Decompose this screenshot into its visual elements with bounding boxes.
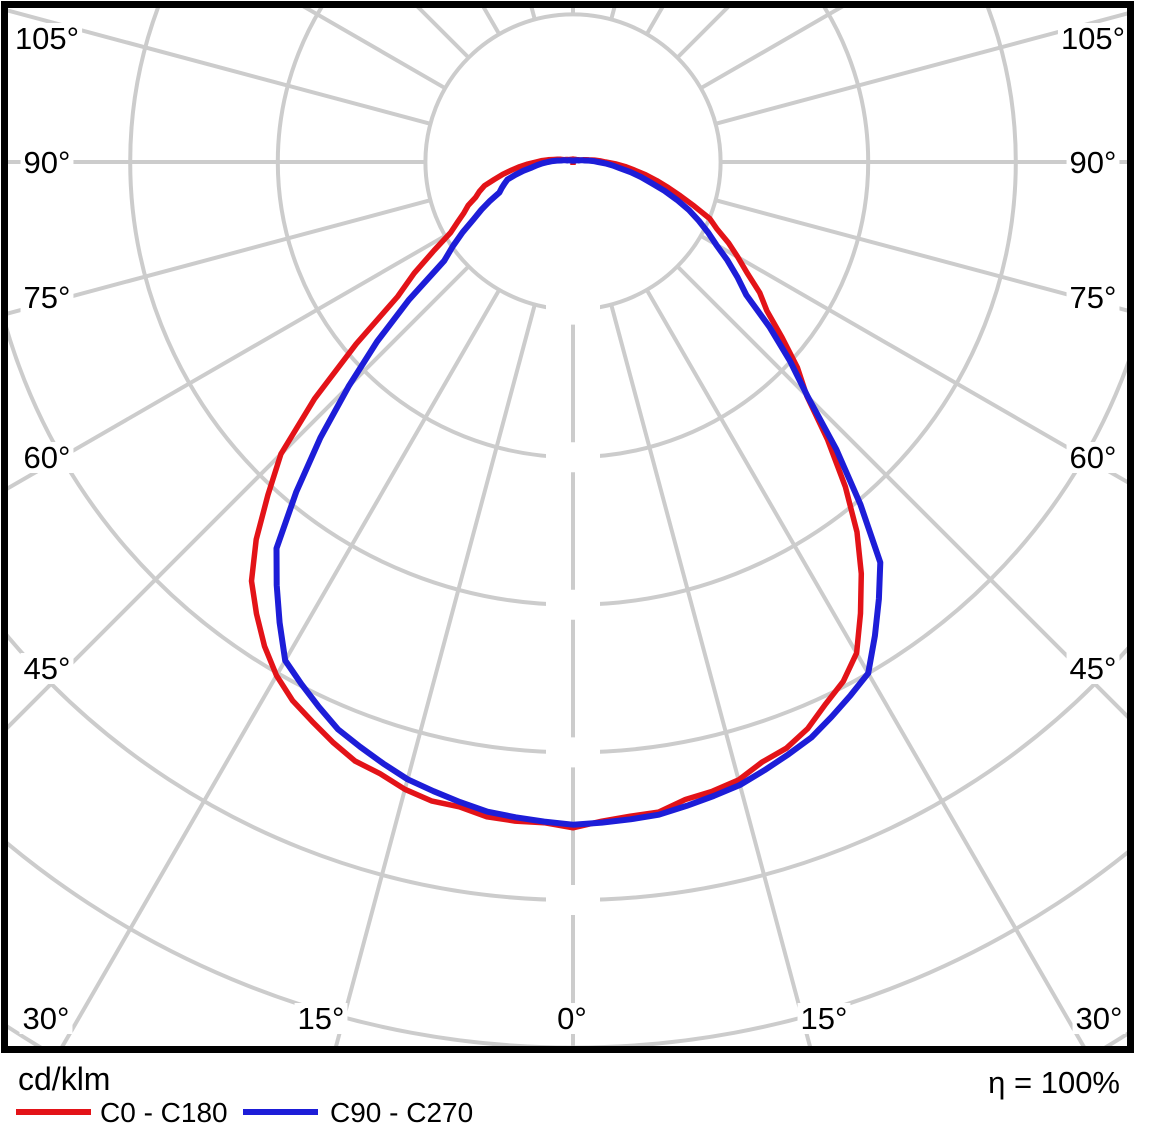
- ring-value-boxes: [546, 294, 600, 915]
- grid-ring: [8, 325, 1127, 755]
- unit-label: cd/klm: [18, 1061, 110, 1097]
- angle-label-bg: [1066, 282, 1120, 313]
- angle-label-bottom: 0°: [557, 1001, 587, 1036]
- angle-label-bottom: 30°: [23, 1001, 70, 1036]
- angle-label-bg: [554, 1003, 590, 1034]
- grid-ray: [8, 198, 431, 316]
- angle-label-bg: [1072, 1003, 1126, 1034]
- legend-label-c90-c270: C90 - C270: [330, 1097, 473, 1128]
- grid-ray: [699, 234, 1127, 485]
- angle-label-right: 90°: [1070, 145, 1117, 180]
- grid-ray: [715, 198, 1127, 313]
- angle-label-bg: [20, 653, 74, 684]
- angle-label-bg: [797, 1003, 851, 1034]
- grid-ray: [609, 304, 812, 1046]
- grid-ray: [8, 264, 471, 730]
- angle-label-bg: [20, 147, 74, 178]
- angle-label-bg: [11, 23, 83, 54]
- angle-label-bg: [294, 1003, 348, 1034]
- ring-value-box: [546, 737, 600, 768]
- angle-label-bg: [1066, 653, 1120, 684]
- grid-ray: [60, 288, 501, 1046]
- angle-label-bg: [1066, 442, 1120, 473]
- grid-ray: [645, 288, 1086, 1046]
- ring-value-box: [546, 885, 600, 915]
- angle-label-left: 60°: [24, 440, 71, 475]
- angle-label-bg: [1057, 23, 1129, 54]
- ring-value-box: [546, 589, 600, 620]
- curve-c0-c180: [248, 156, 865, 831]
- angle-label-left: 105°: [15, 21, 79, 56]
- angle-label-right: 105°: [1061, 21, 1125, 56]
- angle-label-bg: [19, 1003, 73, 1034]
- ring-value-box: [546, 442, 600, 473]
- efficiency-label: η = 100%: [988, 1065, 1120, 1100]
- grid-ray: [715, 11, 1127, 126]
- curve-c90-c270: [273, 157, 884, 828]
- grid-ray: [675, 264, 1127, 719]
- angle-label-left: 75°: [24, 280, 71, 315]
- angle-label-bottom: 15°: [801, 1001, 848, 1036]
- angle-label-bg: [1066, 147, 1120, 178]
- grid-ray: [8, 234, 447, 491]
- angle-label-bg: [20, 282, 74, 313]
- angle-label-bottom: 30°: [1076, 1001, 1123, 1036]
- angle-label-right: 45°: [1070, 651, 1117, 686]
- angle-labels: 105° 90° 75° 60° 45° 105° 90° 75° 60° 45° 30° 15° 0°…: [11, 21, 1129, 1036]
- angle-label-left: 90°: [24, 145, 71, 180]
- grid-ray: [8, 8, 431, 126]
- ring-value-box: [546, 294, 600, 325]
- angle-label-right: 75°: [1070, 280, 1117, 315]
- legend-label-c0-c180: C0 - C180: [100, 1097, 228, 1128]
- angle-label-bottom: 15°: [298, 1001, 345, 1036]
- angle-label-right: 60°: [1070, 440, 1117, 475]
- angle-label-left: 45°: [24, 651, 71, 686]
- plot-border: [1, 1, 1134, 1053]
- intensity-curves: [248, 156, 884, 831]
- angle-label-bg: [20, 442, 74, 473]
